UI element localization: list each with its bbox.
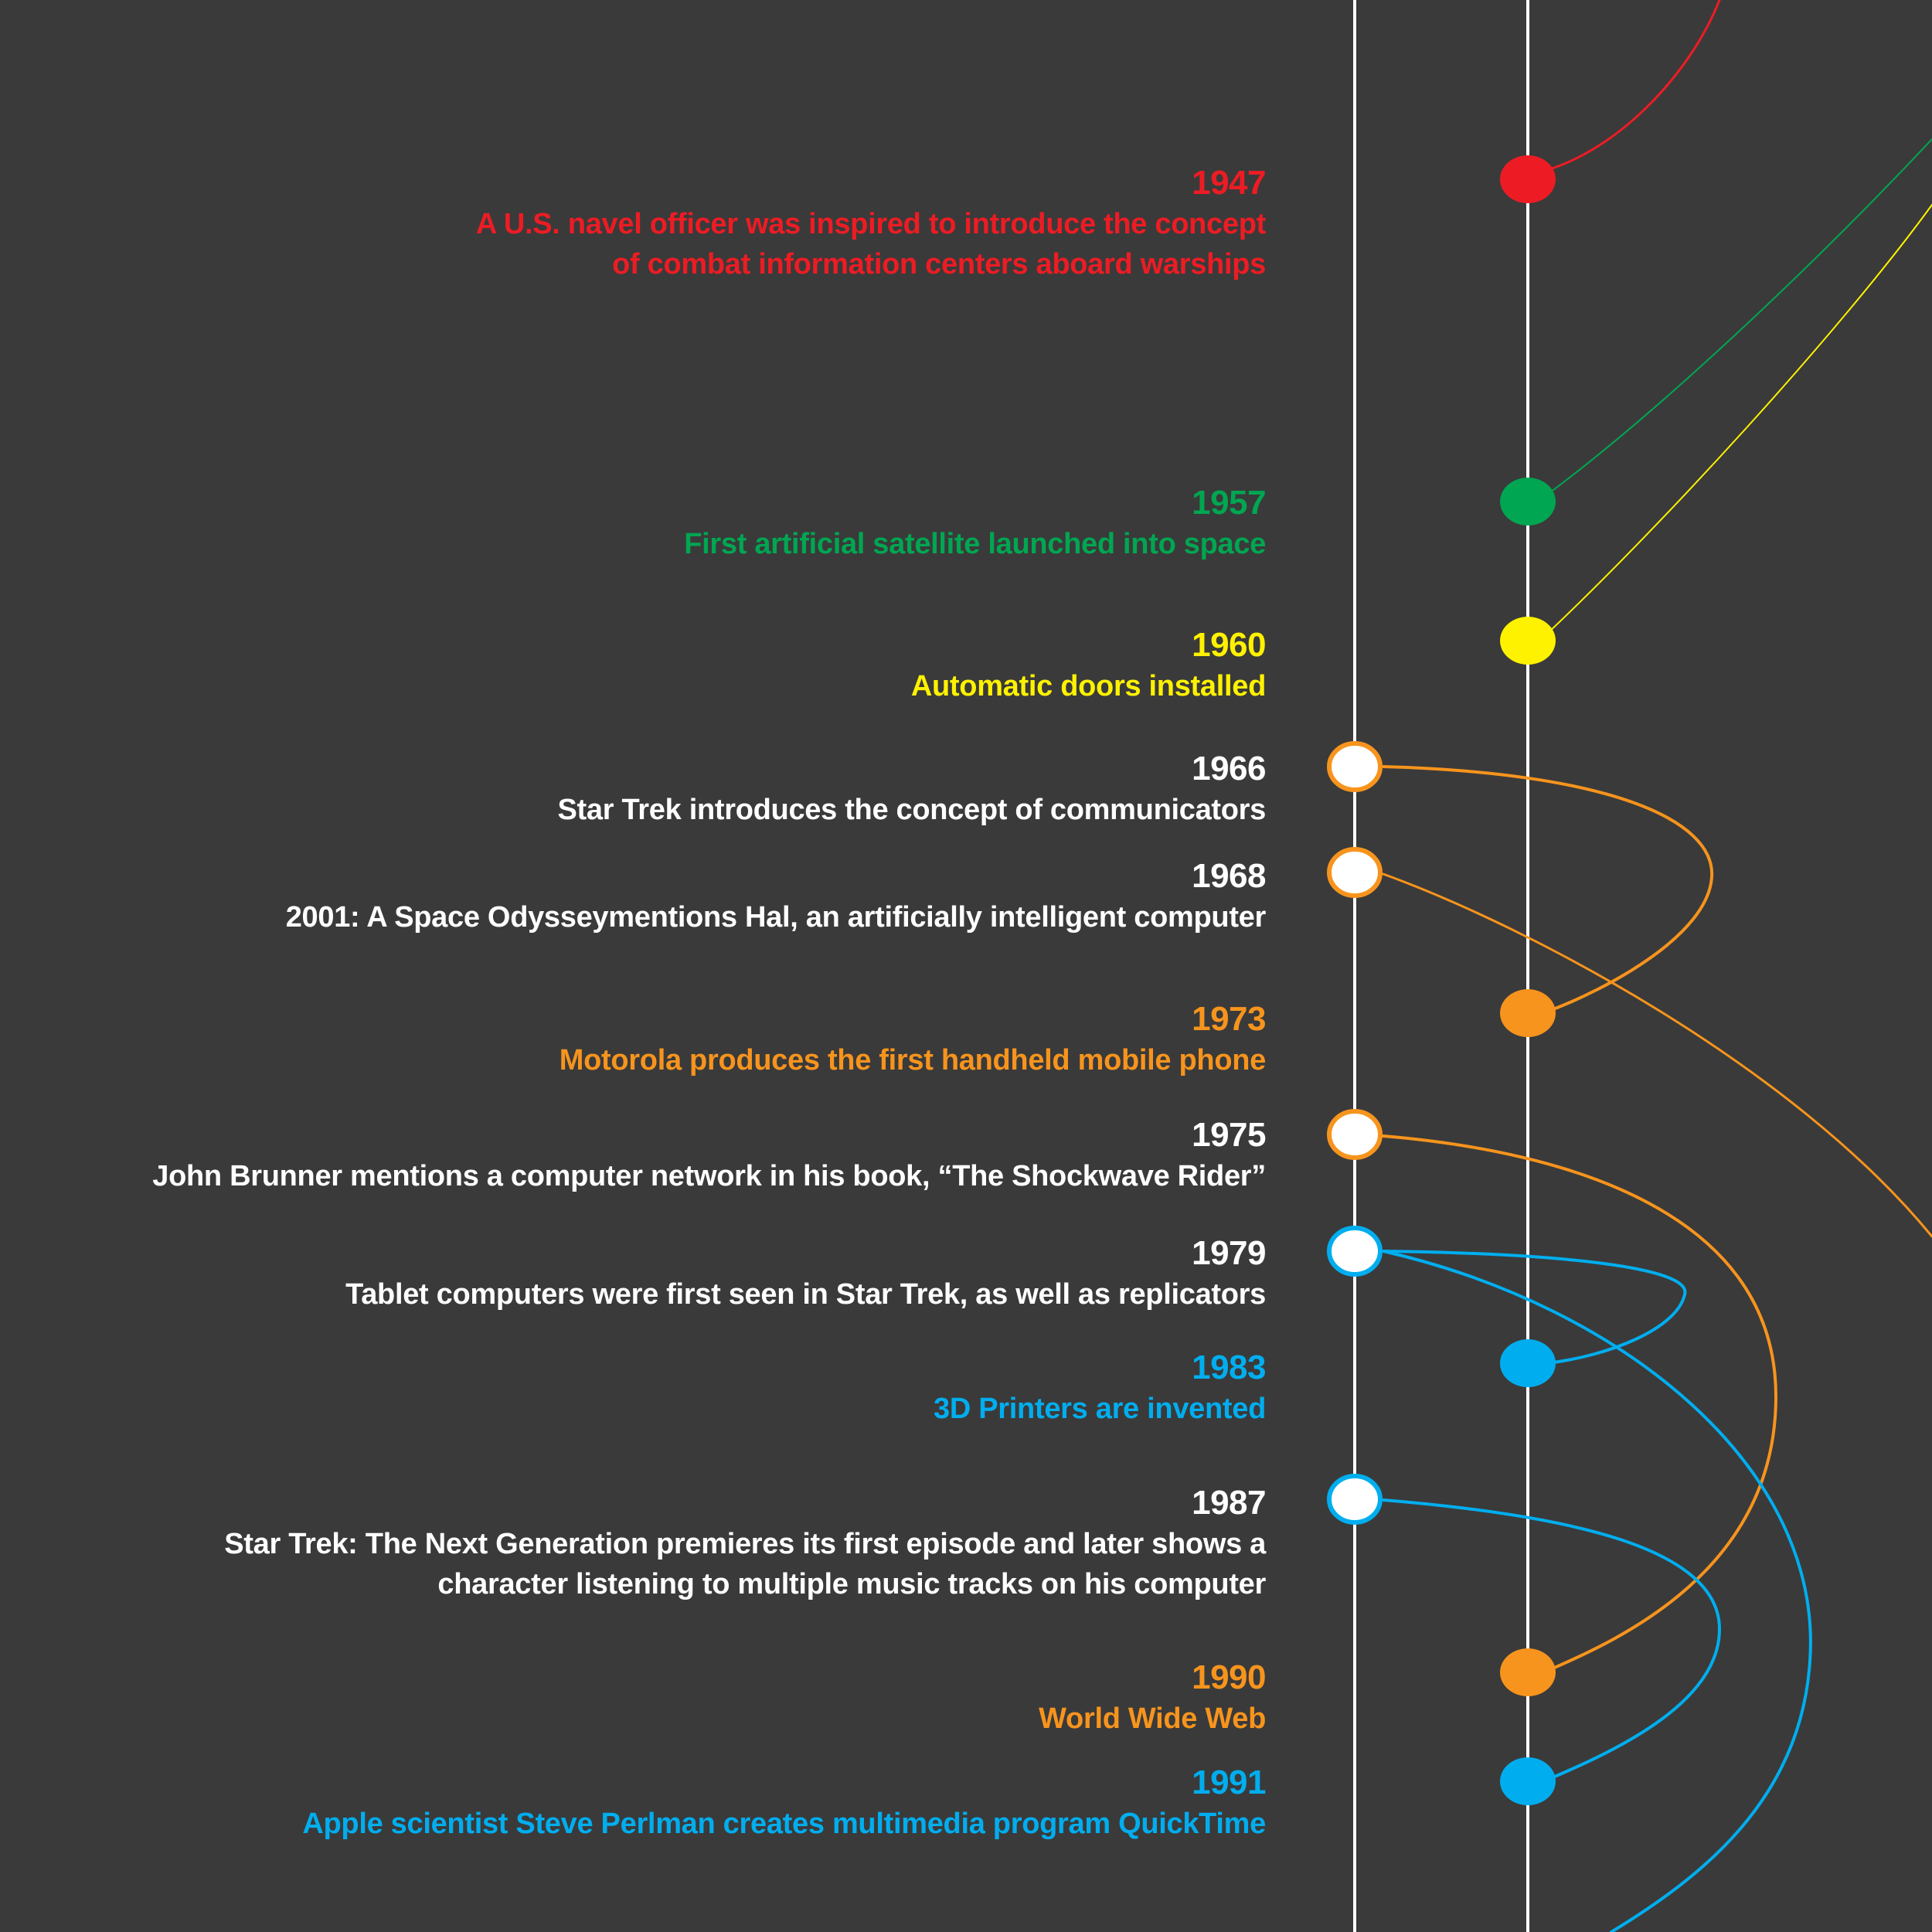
invention-node-1973 [1500, 989, 1556, 1037]
timeline-event-1983: 1983 3D Printers are invented [934, 1347, 1266, 1429]
event-description: Star Trek: The Next Generation premieres… [224, 1528, 1266, 1600]
timeline-event-1979: 1979 Tablet computers were first seen in … [345, 1233, 1266, 1315]
event-description: First artificial satellite launched into… [684, 528, 1266, 560]
event-year: 1966 [1192, 750, 1266, 787]
invention-node-1991 [1500, 1757, 1556, 1805]
event-description: 2001: A Space Odysseymentions Hal, an ar… [285, 901, 1267, 934]
event-year: 1979 [1192, 1234, 1266, 1272]
event-description: Tablet computers were first seen in Star… [345, 1278, 1266, 1311]
event-description: John Brunner mentions a computer network… [152, 1160, 1266, 1192]
fiction-node-1968 [1327, 847, 1383, 898]
curve-1957 [1546, 138, 1932, 495]
timeline-event-1957: 1957 First artificial satellite launched … [684, 482, 1266, 564]
event-year: 1987 [1192, 1484, 1266, 1522]
timeline-event-1960: 1960 Automatic doors installed [910, 624, 1267, 706]
event-year: 1991 [1192, 1764, 1266, 1801]
timeline-event-1947: 1947 A U.S. navel officer was inspired to… [475, 162, 1267, 284]
curve-1966-1973 [1382, 765, 1714, 1013]
curve-1960 [1546, 204, 1932, 634]
event-year: 1960 [1192, 626, 1266, 664]
fiction-node-1975 [1327, 1109, 1383, 1160]
timeline-event-1975: 1975 John Brunner mentions a computer net… [152, 1114, 1266, 1196]
fiction-node-1979 [1327, 1226, 1383, 1277]
event-description: Motorola produces the first handheld mob… [559, 1044, 1267, 1077]
event-description: A U.S. navel officer was inspired to int… [475, 208, 1266, 281]
event-year: 1968 [1192, 857, 1266, 895]
curve-1979 [1382, 1250, 1812, 1932]
event-description: 3D Printers are invented [934, 1393, 1266, 1425]
curve-1968 [1382, 872, 1932, 1238]
invention-node-1983 [1500, 1339, 1556, 1387]
curve-1975-1990 [1382, 1134, 1778, 1672]
timeline-event-1987: 1987 Star Trek: The Next Generation premi… [224, 1482, 1266, 1604]
invention-node-1957 [1500, 478, 1556, 526]
event-description: Automatic doors installed [910, 670, 1266, 702]
event-year: 1983 [1192, 1349, 1266, 1386]
event-year: 1990 [1192, 1658, 1266, 1696]
event-year: 1957 [1192, 484, 1266, 522]
timeline-event-1990: 1990 World Wide Web [1039, 1657, 1266, 1739]
fiction-node-1987 [1327, 1474, 1383, 1525]
timeline-event-1973: 1973 Motorola produces the first handheld… [559, 998, 1267, 1080]
timeline-event-1966: 1966 Star Trek introduces the concept of … [557, 748, 1266, 830]
event-year: 1947 [1192, 164, 1266, 202]
event-description: Apple scientist Steve Perlman creates mu… [302, 1808, 1266, 1840]
invention-node-1990 [1500, 1648, 1556, 1696]
fiction-node-1966 [1327, 741, 1383, 792]
event-year: 1973 [1192, 1000, 1266, 1038]
invention-node-1960 [1500, 617, 1556, 665]
invention-node-1947 [1500, 155, 1556, 203]
curve-1987-1991 [1382, 1498, 1722, 1781]
timeline-event-1991: 1991 Apple scientist Steve Perlman create… [302, 1762, 1266, 1844]
timeline-event-1968: 1968 2001: A Space Odysseymentions Hal, a… [285, 855, 1267, 937]
event-description: World Wide Web [1039, 1702, 1266, 1735]
event-description: Star Trek introduces the concept of comm… [557, 794, 1266, 826]
event-year: 1975 [1192, 1116, 1266, 1154]
curve-1947 [1546, 0, 1721, 172]
